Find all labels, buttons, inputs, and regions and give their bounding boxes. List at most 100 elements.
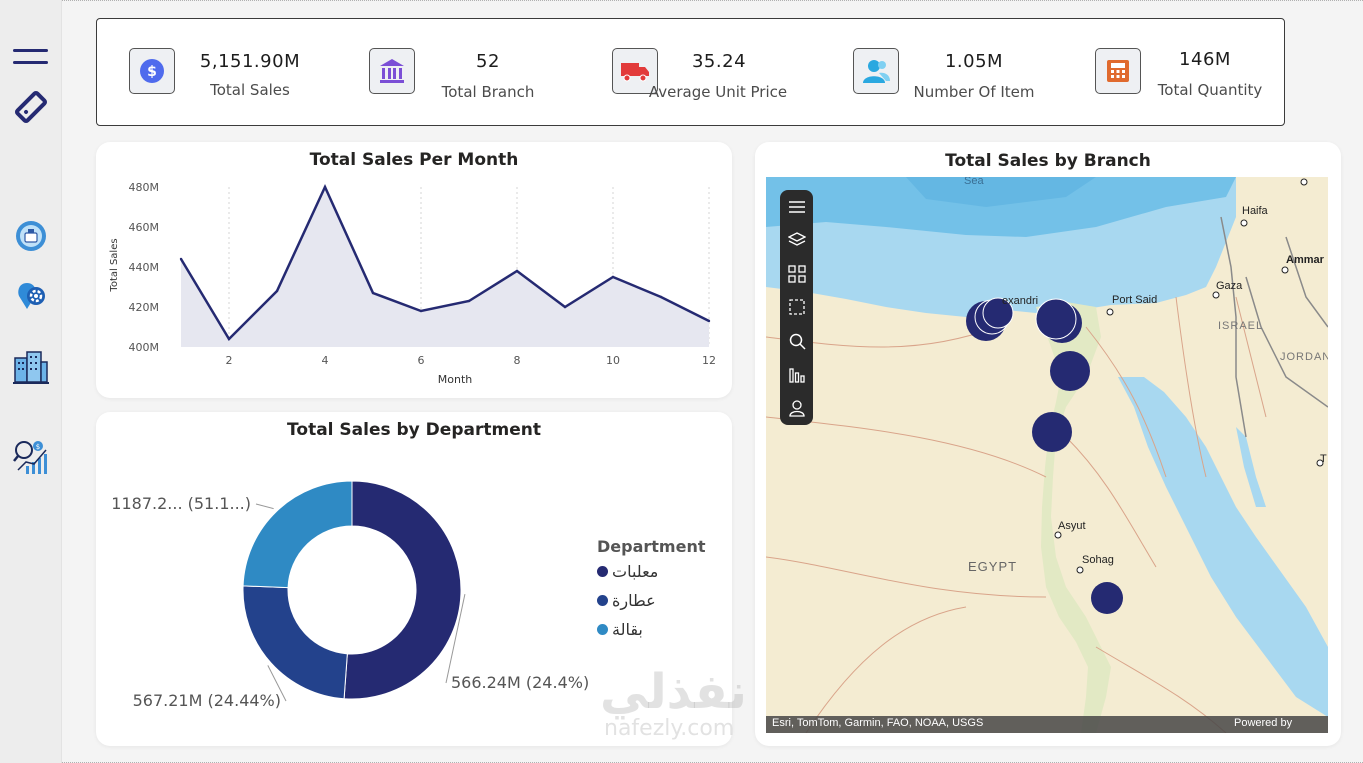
x-tick-label: 10	[606, 354, 620, 367]
legend-item[interactable]: عطارة	[597, 591, 656, 610]
label-leader-line	[255, 503, 274, 510]
map-label-sohag: Sohag	[1082, 554, 1114, 566]
kpi-label: Total Quantity	[1157, 81, 1263, 99]
kpi-number-of-item: 1.05M Number Of Item	[823, 19, 1053, 125]
kpi-label: Total Branch	[441, 83, 535, 101]
x-axis-label: Month	[438, 373, 473, 386]
svg-text:$: $	[147, 64, 157, 80]
sales-analytics-icon[interactable]	[10, 215, 52, 257]
data-point[interactable]	[371, 291, 375, 295]
legend-item[interactable]: معلبات	[597, 562, 658, 581]
data-point[interactable]	[563, 305, 567, 309]
kpi-value: 35.24	[691, 51, 747, 72]
data-point[interactable]	[611, 275, 615, 279]
attribution-text: Esri, TomTom, Garmin, FAO, NOAA, USGS	[772, 717, 984, 729]
map-label-alexandria: exandri	[1002, 295, 1039, 307]
legend-label: بقالة	[612, 620, 643, 639]
kpi-label: Number Of Item	[913, 83, 1035, 101]
data-point[interactable]	[323, 185, 327, 189]
slice-label: 566.24M (24.4%)	[451, 673, 589, 692]
map-toolbar	[780, 190, 813, 425]
data-point[interactable]	[275, 289, 279, 293]
kpi-label: Average Unit Price	[648, 83, 788, 101]
tag-icon[interactable]	[10, 86, 52, 128]
layers-icon[interactable]	[786, 229, 807, 250]
kpi-value: 52	[476, 51, 500, 72]
label-leader-line	[267, 665, 287, 702]
data-point[interactable]	[227, 337, 231, 341]
donut-slice[interactable]	[343, 480, 462, 700]
kpi-value: 1.05M	[944, 51, 1004, 72]
donut-chart[interactable]: 1187.2... (51.1...) 567.21M (24.44%) 566.2…	[96, 412, 732, 746]
donut-slice[interactable]	[242, 480, 353, 589]
map-label-port-said: Port Said	[1112, 294, 1158, 306]
kpi-label: Total Sales	[210, 81, 290, 99]
bank-icon	[369, 48, 415, 94]
map-label-egypt: EGYPT	[968, 559, 1018, 574]
person-icon[interactable]	[786, 397, 807, 418]
legend-dot	[597, 624, 608, 635]
map-attribution: Esri, TomTom, Garmin, FAO, NOAA, USGS Po…	[766, 716, 1328, 733]
y-tick-label: 440M	[129, 261, 160, 274]
buildings-icon[interactable]	[10, 346, 52, 388]
legend-dot	[597, 595, 608, 606]
map-canvas[interactable]	[766, 177, 1328, 733]
search-icon[interactable]	[786, 330, 807, 351]
map-label-amman: Ammar	[1286, 254, 1324, 266]
kpi-value: 5,151.90M	[199, 51, 301, 72]
map-title: Total Sales by Branch	[945, 151, 1151, 171]
legend-item[interactable]: بقالة	[597, 620, 643, 639]
x-tick-label: 2	[226, 354, 233, 367]
kpi-total-quantity: 146M Total Quantity	[1065, 19, 1285, 125]
data-point[interactable]	[419, 309, 423, 313]
qr-select-icon[interactable]	[786, 263, 807, 284]
sales-by-department-card: Total Sales by Department	[96, 412, 732, 746]
kpi-value: 146M	[1179, 49, 1231, 70]
finance-search-icon[interactable]: $	[10, 436, 52, 478]
map-label-haifa: Haifa	[1242, 205, 1268, 217]
map-view[interactable]: Sea Haifa Ammar Port Said Gaza ISRAEL JO…	[766, 177, 1328, 733]
map-label-israel: ISRAEL	[1218, 320, 1264, 332]
dollar-icon: $	[129, 48, 175, 94]
x-tick-label: 8	[514, 354, 521, 367]
data-point[interactable]	[707, 319, 711, 323]
x-tick-label: 6	[418, 354, 425, 367]
menu-icon[interactable]	[10, 36, 52, 78]
kpi-total-branch: 52 Total Branch	[337, 19, 567, 125]
data-point[interactable]	[659, 295, 663, 299]
y-tick-label: 460M	[129, 221, 160, 234]
y-tick-label: 420M	[129, 301, 160, 314]
menu-icon[interactable]	[786, 196, 807, 217]
y-axis-label: Total Sales	[109, 238, 120, 292]
data-point[interactable]	[467, 299, 471, 303]
map-label-jordan: JORDAN	[1280, 351, 1328, 363]
settings-location-icon[interactable]	[10, 276, 52, 318]
slice-label: 1187.2... (51.1...)	[111, 494, 251, 513]
slice-label: 567.21M (24.44%)	[133, 691, 281, 710]
legend-label: معلبات	[612, 562, 659, 581]
map-label-sea: Sea	[964, 177, 984, 187]
calculator-icon	[1095, 48, 1141, 94]
bars-icon[interactable]	[786, 364, 807, 385]
kpi-bar: $ 5,151.90M Total Sales 52 Total Branch …	[96, 18, 1285, 126]
kpi-average-unit-price: 35.24 Average Unit Price	[581, 19, 811, 125]
data-point[interactable]	[515, 269, 519, 273]
chart-title: Total Sales Per Month	[309, 150, 519, 170]
map-label-edge: T	[1320, 453, 1327, 465]
kpi-total-sales: $ 5,151.90M Total Sales	[97, 19, 327, 125]
data-point[interactable]	[179, 257, 183, 261]
donut-slice[interactable]	[242, 585, 348, 700]
map-label-asyut: Asyut	[1058, 520, 1086, 532]
map-label-gaza: Gaza	[1216, 280, 1243, 292]
legend-dot	[597, 566, 608, 577]
sales-per-month-card: Total Sales Per Month 2 4 6 8 10 12 480M 460M 44…	[96, 142, 732, 398]
x-tick-label: 12	[702, 354, 716, 367]
y-tick-label: 480M	[129, 181, 160, 194]
chart-title: Total Sales by Department	[287, 420, 541, 440]
line-chart[interactable]: 2 4 6 8 10 12 480M 460M 440M 420M 400M Month Total S…	[96, 142, 732, 398]
rect-select-icon[interactable]	[786, 296, 807, 317]
y-tick-label: 400M	[129, 341, 160, 354]
series-line[interactable]	[179, 183, 710, 342]
delivery-truck-icon	[612, 48, 658, 94]
powered-by-link[interactable]: Powered by	[1234, 717, 1293, 729]
